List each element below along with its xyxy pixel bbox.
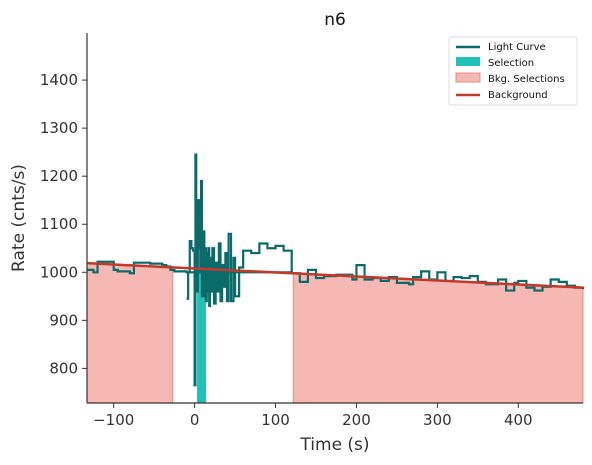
legend-swatch-selection (456, 57, 480, 66)
x-tick-label: 300 (423, 411, 452, 429)
source-selection-region (197, 267, 206, 403)
selection-layer (197, 267, 206, 403)
x-tick-label: 400 (504, 411, 533, 429)
y-tick-label: 1000 (40, 263, 78, 281)
tick-labels: −100 0 100 200 300 400 800 900 1000 1100 1200 1300 1… (40, 71, 533, 429)
legend-label-bkg-selections: Bkg. Selections (488, 74, 565, 85)
chart-title: n6 (324, 10, 346, 30)
y-tick-label: 800 (49, 359, 78, 377)
legend-swatch-bkg-selections (455, 72, 481, 83)
y-tick-label: 1400 (40, 71, 78, 89)
legend-frame (448, 36, 578, 106)
x-tick-label: 0 (190, 411, 200, 429)
x-tick-label: 100 (261, 411, 290, 429)
y-tick-label: 900 (49, 311, 78, 329)
background-fit-line (86, 261, 584, 289)
x-tick-label: 200 (342, 411, 371, 429)
bkg-selection-region-1 (86, 262, 174, 404)
legend: Light Curve Selection Bkg. Selections Ba… (448, 36, 578, 106)
bkg-selection-region-2 (292, 272, 584, 404)
series-layer (86, 153, 585, 387)
legend-label-light-curve: Light Curve (488, 42, 546, 53)
y-tick-label: 1200 (40, 167, 78, 185)
x-tick-label: −100 (93, 411, 134, 429)
legend-label-background: Background (488, 90, 548, 101)
y-tick-label: 1300 (40, 119, 78, 137)
legend-label-selection: Selection (488, 58, 534, 69)
y-tick-label: 1100 (40, 215, 78, 233)
x-axis-title: Time (s) (299, 435, 369, 455)
axes (82, 33, 583, 408)
y-axis-title: Rate (cnts/s) (9, 164, 29, 272)
